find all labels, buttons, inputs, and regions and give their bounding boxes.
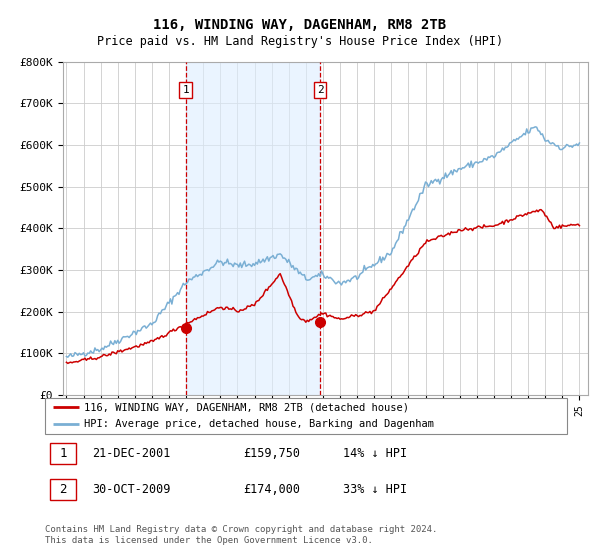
Text: This data is licensed under the Open Government Licence v3.0.: This data is licensed under the Open Gov… bbox=[45, 536, 373, 545]
Text: HPI: Average price, detached house, Barking and Dagenham: HPI: Average price, detached house, Bark… bbox=[84, 419, 434, 429]
Text: Contains HM Land Registry data © Crown copyright and database right 2024.: Contains HM Land Registry data © Crown c… bbox=[45, 525, 437, 534]
Text: 21-DEC-2001: 21-DEC-2001 bbox=[92, 447, 170, 460]
FancyBboxPatch shape bbox=[45, 398, 567, 434]
FancyBboxPatch shape bbox=[50, 479, 76, 501]
Text: £174,000: £174,000 bbox=[244, 483, 301, 496]
Text: 1: 1 bbox=[59, 447, 67, 460]
Text: 30-OCT-2009: 30-OCT-2009 bbox=[92, 483, 170, 496]
Text: 2: 2 bbox=[317, 85, 323, 95]
Text: 14% ↓ HPI: 14% ↓ HPI bbox=[343, 447, 407, 460]
Text: 116, WINDING WAY, DAGENHAM, RM8 2TB (detached house): 116, WINDING WAY, DAGENHAM, RM8 2TB (det… bbox=[84, 403, 409, 412]
Text: Price paid vs. HM Land Registry's House Price Index (HPI): Price paid vs. HM Land Registry's House … bbox=[97, 35, 503, 49]
Text: £159,750: £159,750 bbox=[244, 447, 301, 460]
FancyBboxPatch shape bbox=[50, 442, 76, 464]
Bar bbox=[185, 62, 320, 395]
Text: 2: 2 bbox=[59, 483, 67, 496]
Text: 33% ↓ HPI: 33% ↓ HPI bbox=[343, 483, 407, 496]
Text: 116, WINDING WAY, DAGENHAM, RM8 2TB: 116, WINDING WAY, DAGENHAM, RM8 2TB bbox=[154, 18, 446, 32]
Text: 1: 1 bbox=[182, 85, 189, 95]
